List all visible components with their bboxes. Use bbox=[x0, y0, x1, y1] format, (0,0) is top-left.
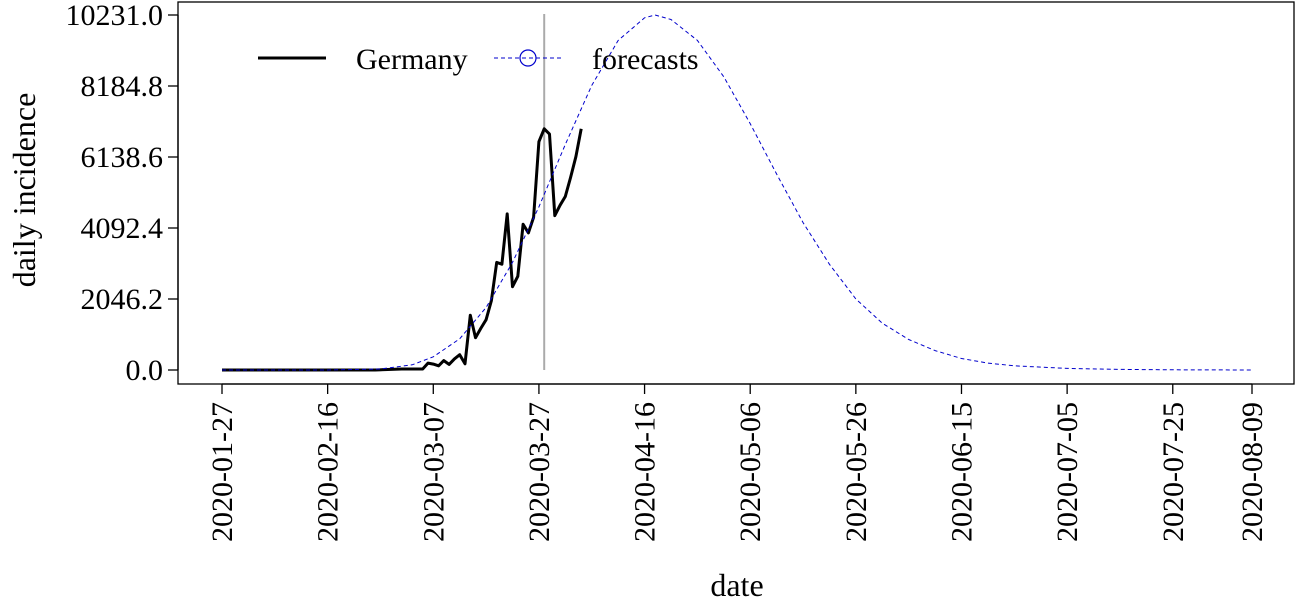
y-tick-label: 10231.0 bbox=[66, 0, 164, 32]
y-axis-title: daily incidence bbox=[6, 93, 42, 288]
x-axis-title: date bbox=[710, 567, 763, 600]
x-tick-label: 2020-06-15 bbox=[945, 402, 978, 542]
legend: Germany forecasts bbox=[258, 43, 699, 76]
x-tick-label: 2020-08-09 bbox=[1236, 402, 1269, 542]
plot-frame bbox=[177, 1, 1295, 385]
legend-forecasts-marker bbox=[519, 49, 537, 67]
x-tick-label: 2020-07-25 bbox=[1157, 402, 1190, 542]
legend-forecasts-label: forecasts bbox=[592, 43, 699, 76]
x-tick-label: 2020-05-06 bbox=[734, 402, 767, 542]
legend-germany-label: Germany bbox=[356, 43, 468, 76]
y-tick-label: 8184.8 bbox=[81, 70, 164, 103]
y-axis: 0.0 2046.2 4092.4 6138.6 8184.8 10231.0 bbox=[66, 0, 179, 387]
y-tick-label: 2046.2 bbox=[81, 283, 164, 316]
x-axis: 2020-01-27 2020-02-16 2020-03-07 2020-03-27… bbox=[206, 383, 1269, 542]
y-tick-label: 6138.6 bbox=[81, 141, 164, 174]
x-tick-label: 2020-04-16 bbox=[629, 402, 662, 542]
series-layer bbox=[222, 14, 1253, 372]
x-tick-label: 2020-07-05 bbox=[1051, 402, 1084, 542]
y-tick-label: 0.0 bbox=[126, 354, 164, 387]
y-tick-label: 4092.4 bbox=[81, 212, 164, 245]
x-tick-label: 2020-01-27 bbox=[206, 402, 239, 542]
germany-series-line bbox=[222, 127, 583, 372]
x-tick-label: 2020-05-26 bbox=[840, 402, 873, 542]
x-tick-label: 2020-03-07 bbox=[417, 402, 450, 542]
x-tick-label: 2020-02-16 bbox=[312, 402, 345, 542]
x-tick-label: 2020-03-27 bbox=[523, 402, 556, 542]
forecasts-series-line bbox=[222, 14, 1253, 371]
